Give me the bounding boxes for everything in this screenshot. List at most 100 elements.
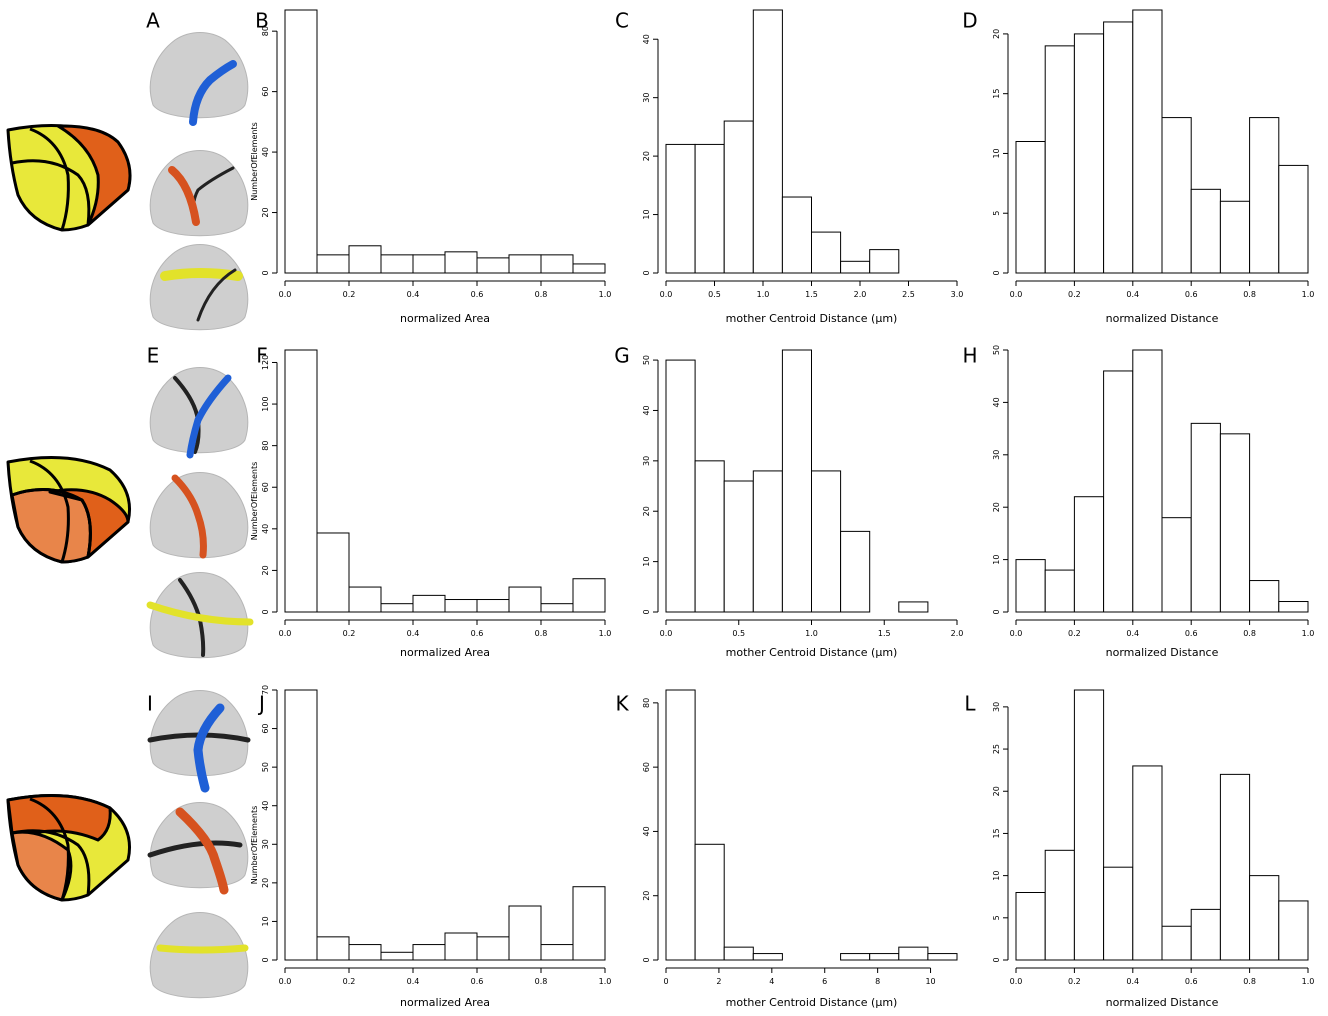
panel-label: G xyxy=(614,344,630,368)
bar xyxy=(348,944,382,961)
bar xyxy=(284,689,318,961)
bar xyxy=(665,143,696,274)
y-tick-label: 60 xyxy=(261,723,270,733)
y-tick-label: 50 xyxy=(992,345,1001,355)
bar xyxy=(694,460,725,613)
bar xyxy=(540,254,574,274)
x-tick-label: 0.0 xyxy=(279,290,292,299)
y-tick-label: 40 xyxy=(261,524,270,534)
bar xyxy=(1219,773,1251,961)
x-axis-label: normalized Area xyxy=(400,646,490,659)
panel-label: E xyxy=(147,344,160,368)
x-tick-label: 0.8 xyxy=(1243,290,1256,299)
bar xyxy=(1132,765,1163,961)
bar xyxy=(723,946,754,961)
x-tick-label: 0.0 xyxy=(279,629,292,638)
x-tick-label: 6 xyxy=(822,977,827,986)
y-tick-label: 80 xyxy=(642,698,651,708)
x-axis-label: mother Centroid Distance (µm) xyxy=(726,646,898,659)
bar xyxy=(1103,866,1134,961)
bar xyxy=(348,586,382,613)
y-tick-label: 10 xyxy=(992,148,1001,158)
x-tick-label: 0.8 xyxy=(1243,629,1256,638)
x-tick-label: 0.4 xyxy=(407,977,420,986)
bar xyxy=(444,599,478,613)
y-axis-label: NumberOfElements xyxy=(250,806,259,885)
y-tick-label: 40 xyxy=(642,34,651,44)
x-tick-label: 0.4 xyxy=(407,629,420,638)
y-tick-label: 0 xyxy=(261,609,270,614)
bar xyxy=(811,470,842,613)
y-tick-label: 20 xyxy=(992,29,1001,39)
x-tick-label: 0.0 xyxy=(1010,977,1023,986)
y-tick-label: 60 xyxy=(642,762,651,772)
y-tick-label: 0 xyxy=(642,609,651,614)
bar xyxy=(665,689,696,961)
bar xyxy=(1249,117,1280,274)
bar xyxy=(840,953,871,961)
bar xyxy=(752,953,783,961)
x-tick-label: 3.0 xyxy=(951,290,964,299)
y-tick-label: 60 xyxy=(261,482,270,492)
x-tick-label: 1.5 xyxy=(805,290,818,299)
y-tick-label: 20 xyxy=(261,878,270,888)
panel-label: B xyxy=(255,9,269,33)
y-tick-label: 5 xyxy=(992,211,1001,216)
bar xyxy=(1278,601,1309,613)
x-axis-label: normalized Distance xyxy=(1106,312,1219,325)
bar xyxy=(476,599,510,613)
y-tick-label: 80 xyxy=(261,26,270,36)
y-tick-label: 10 xyxy=(992,871,1001,881)
x-tick-label: 0.2 xyxy=(1068,629,1081,638)
y-tick-label: 0 xyxy=(992,609,1001,614)
bar xyxy=(1044,569,1075,613)
bar xyxy=(444,932,478,961)
bar xyxy=(1219,433,1251,613)
x-tick-label: 1.0 xyxy=(1302,290,1315,299)
bar xyxy=(508,254,542,274)
bar xyxy=(380,951,414,961)
bar xyxy=(508,586,542,613)
y-tick-label: 30 xyxy=(992,450,1001,460)
bar xyxy=(348,245,382,274)
bar xyxy=(1161,117,1192,274)
x-axis-label: normalized Distance xyxy=(1106,646,1219,659)
x-tick-label: 0 xyxy=(663,977,668,986)
y-tick-label: 30 xyxy=(642,456,651,466)
x-tick-label: 1.0 xyxy=(599,629,612,638)
x-tick-label: 10 xyxy=(925,977,935,986)
y-tick-label: 20 xyxy=(642,891,651,901)
x-tick-label: 0.8 xyxy=(535,629,548,638)
bar xyxy=(752,470,783,613)
x-tick-label: 0.4 xyxy=(407,290,420,299)
x-tick-label: 0.6 xyxy=(471,977,484,986)
bar xyxy=(752,9,783,274)
x-axis-label: mother Centroid Distance (µm) xyxy=(726,996,898,1009)
panel-label: A xyxy=(146,9,160,33)
y-tick-label: 120 xyxy=(261,355,270,370)
bar xyxy=(1190,908,1221,961)
bar xyxy=(1278,900,1309,961)
y-tick-label: 50 xyxy=(261,762,270,772)
x-tick-label: 0.8 xyxy=(535,290,548,299)
panel-label: D xyxy=(962,9,977,33)
x-tick-label: 1.0 xyxy=(1302,977,1315,986)
y-tick-label: 20 xyxy=(642,506,651,516)
panel-label: C xyxy=(615,9,629,33)
bar xyxy=(412,944,446,961)
bar xyxy=(1073,689,1105,961)
x-tick-label: 0.5 xyxy=(708,290,721,299)
bar xyxy=(444,251,478,274)
cell-renders xyxy=(146,32,254,999)
bar xyxy=(540,603,574,613)
bar xyxy=(1015,559,1046,613)
bar xyxy=(927,953,958,961)
panel-label: I xyxy=(147,692,153,716)
x-tick-label: 0.6 xyxy=(1185,290,1198,299)
bar xyxy=(665,359,696,613)
bar xyxy=(723,480,754,613)
bar xyxy=(380,254,414,274)
bar xyxy=(316,254,350,274)
